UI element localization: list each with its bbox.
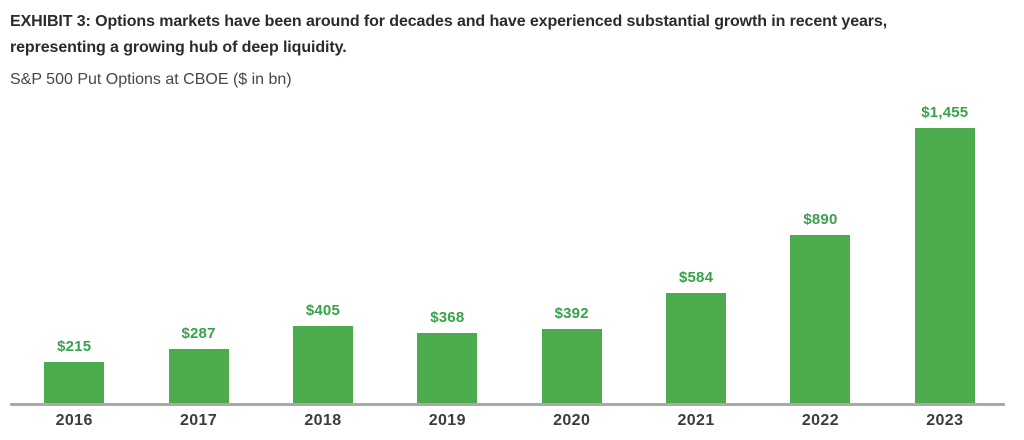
bar-value-label: $1,455 — [921, 104, 969, 121]
bar-value-label: $890 — [803, 211, 838, 228]
bar — [541, 329, 602, 403]
bar-value-label: $215 — [57, 338, 92, 355]
plot-area: $215 $287 $405 $368 $392 $584 $890 $1,45… — [12, 103, 1007, 403]
figure-header: EXHIBIT 3: Options markets have been aro… — [0, 0, 1024, 91]
exhibit-title: EXHIBIT 3: Options markets have been aro… — [10, 13, 888, 56]
bar-column: $405 — [261, 302, 385, 403]
bar — [292, 326, 353, 403]
bar — [44, 362, 105, 403]
x-axis-tick-label: 2021 — [677, 412, 715, 429]
bar-column: $392 — [510, 305, 634, 403]
bar — [417, 333, 478, 403]
bar-column: $215 — [12, 338, 136, 403]
bar — [790, 235, 851, 403]
bar-column: $584 — [634, 269, 758, 403]
x-axis: 2016 2017 2018 2019 2020 2021 2022 2023 — [12, 406, 1007, 430]
bar-value-label: $392 — [554, 305, 589, 322]
bar-column: $287 — [136, 325, 260, 403]
bar — [666, 293, 727, 403]
bar-value-label: $405 — [305, 302, 341, 319]
bar-column: $368 — [385, 309, 509, 403]
x-axis-tick-label: 2019 — [428, 412, 466, 429]
x-axis-tick-label: 2018 — [304, 412, 342, 429]
x-axis-tick-label: 2022 — [801, 412, 840, 429]
x-axis-tick-label: 2020 — [553, 412, 591, 429]
chart-subtitle: S&P 500 Put Options at CBOE ($ in bn) — [10, 71, 292, 88]
bar-value-label: $584 — [678, 269, 714, 286]
bar-value-label: $368 — [430, 309, 465, 326]
bar — [914, 128, 975, 403]
bar-column: $890 — [758, 211, 882, 403]
x-axis-tick-label: 2016 — [55, 412, 93, 429]
x-axis-line — [10, 403, 1005, 406]
bar-column: $1,455 — [883, 104, 1007, 403]
x-axis-tick-label: 2023 — [926, 412, 964, 429]
bar — [168, 349, 229, 403]
bar-value-label: $287 — [181, 325, 216, 342]
x-axis-tick-label: 2017 — [179, 412, 218, 429]
exhibit-figure: EXHIBIT 3: Options markets have been aro… — [0, 0, 1024, 430]
bar-chart: $215 $287 $405 $368 $392 $584 $890 $1,45… — [0, 103, 1024, 430]
